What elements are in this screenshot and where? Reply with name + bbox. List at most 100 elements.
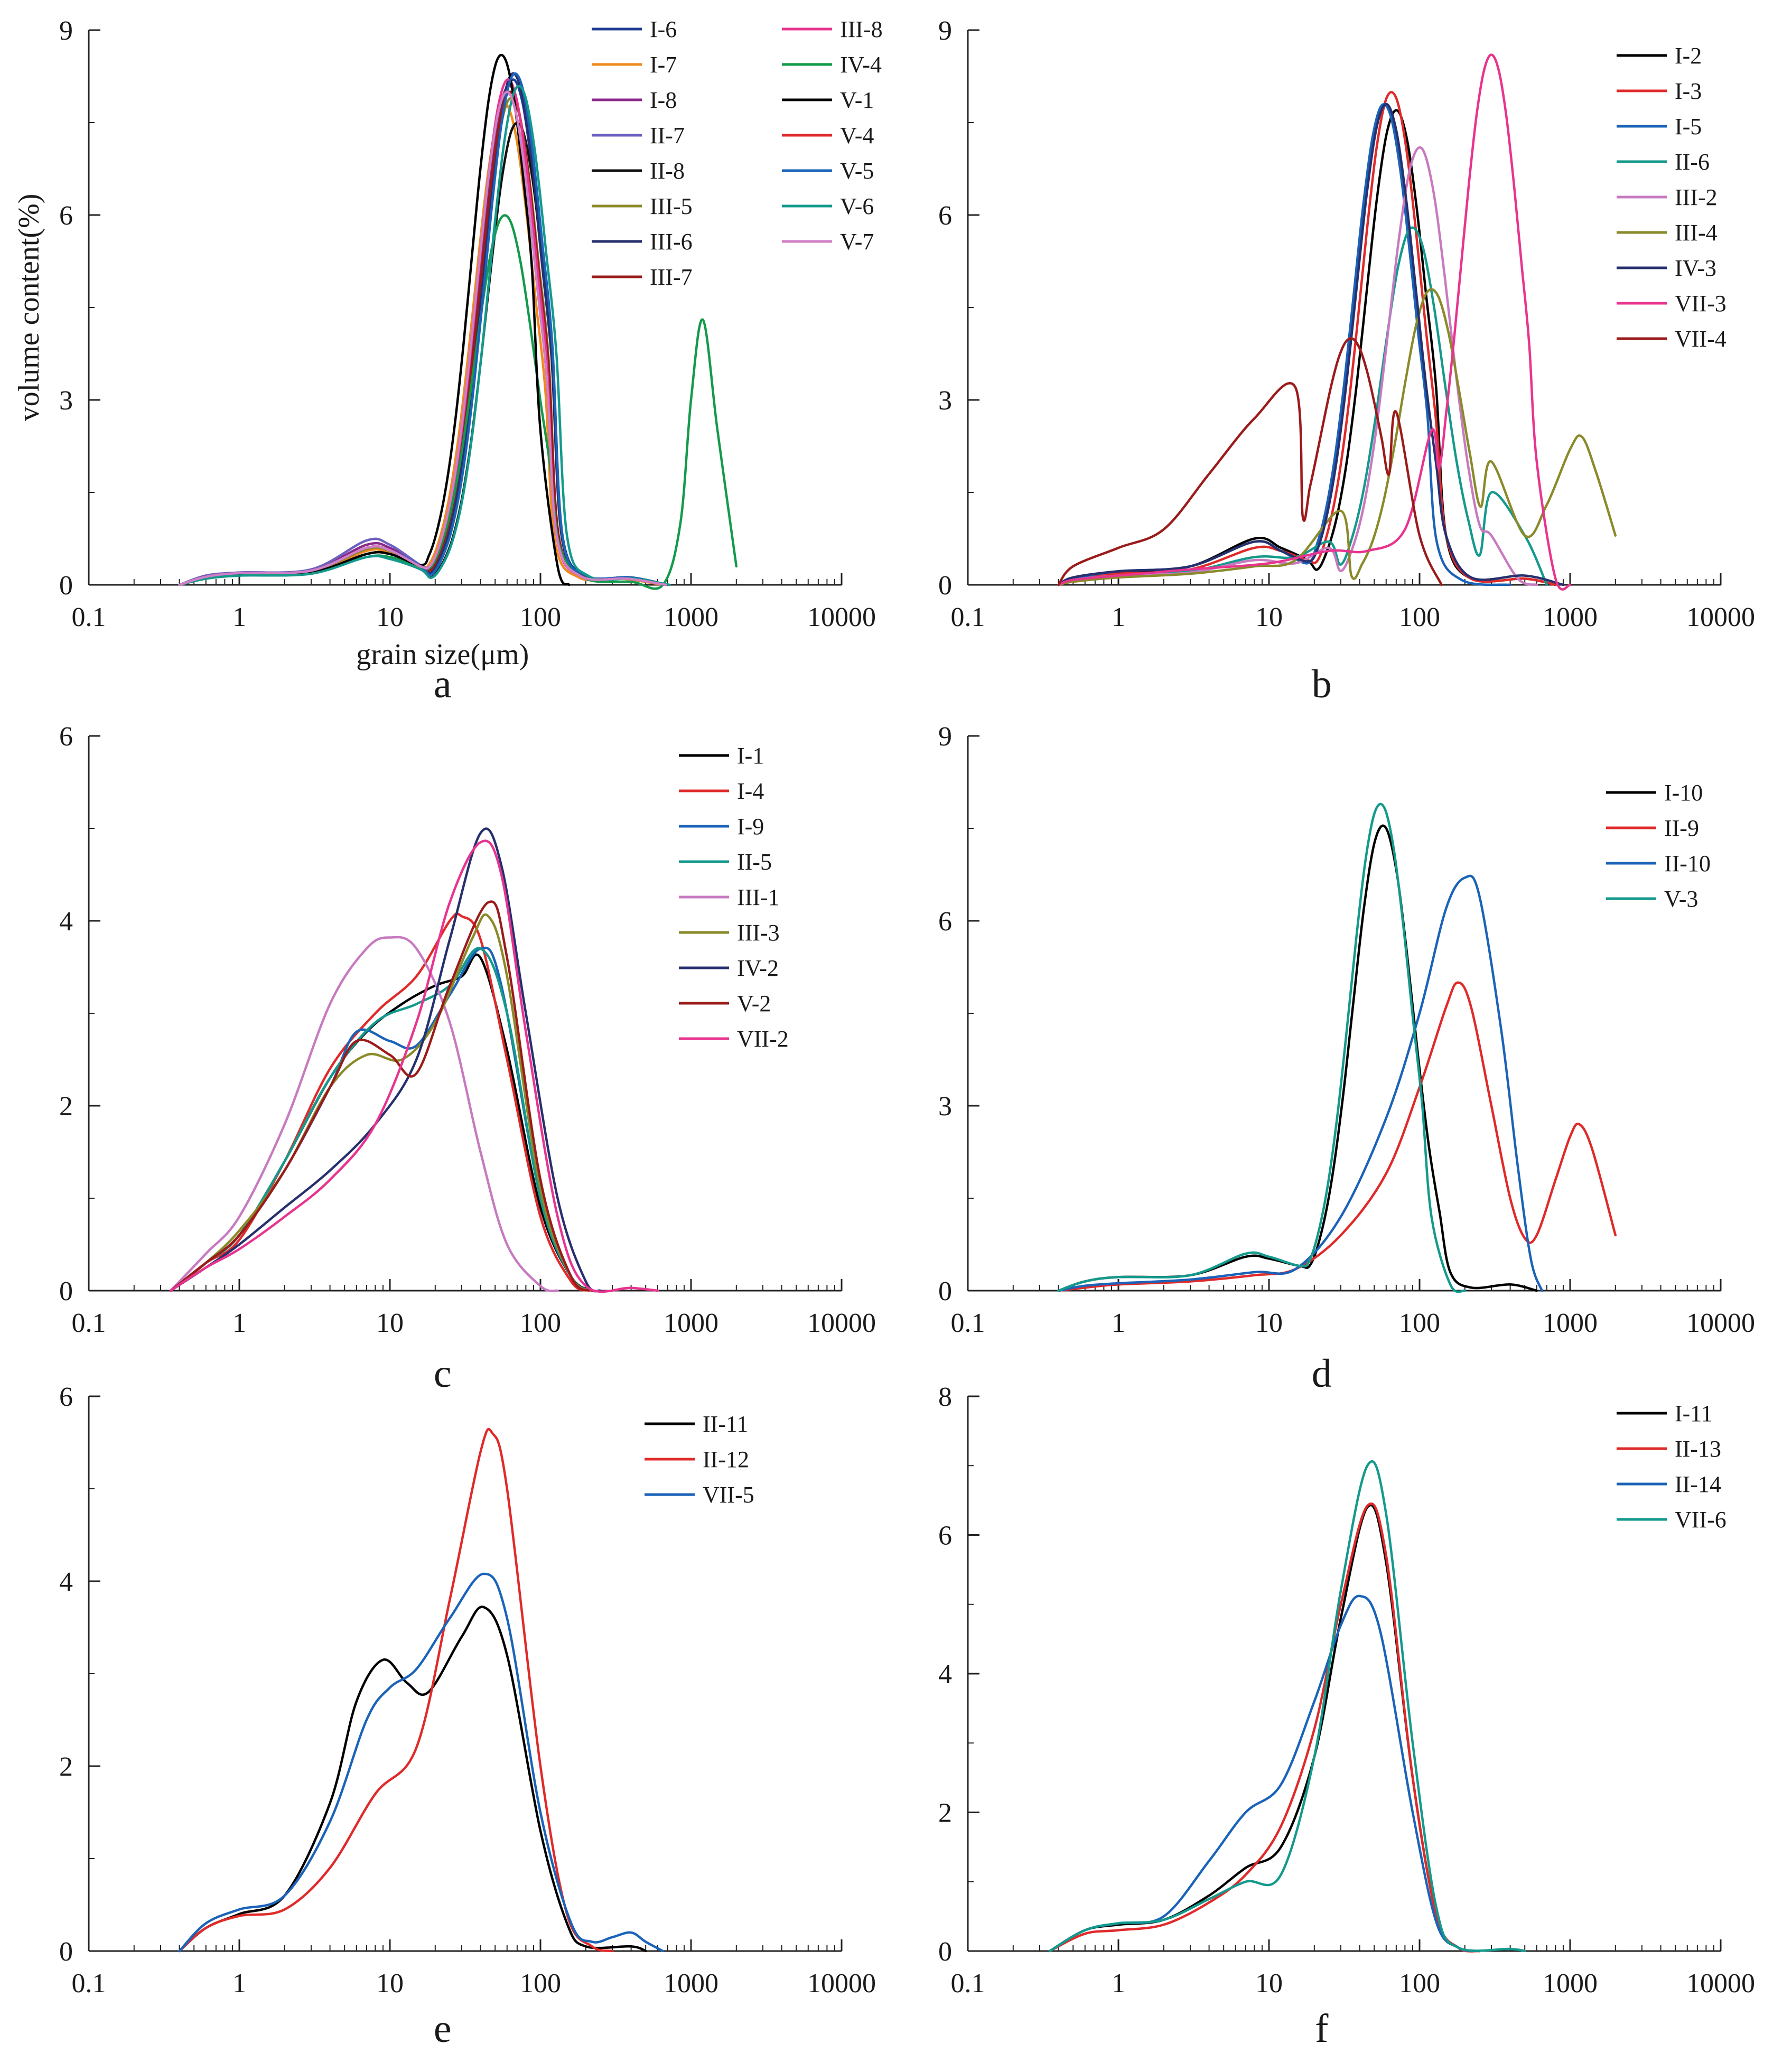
legend-label: V-7 bbox=[840, 229, 874, 255]
series-line-V-7 bbox=[178, 90, 667, 586]
legend-label: III-7 bbox=[650, 264, 693, 290]
x-axis-title: grain size(μm) bbox=[356, 638, 529, 671]
legend-label: II-14 bbox=[1675, 1471, 1721, 1497]
legend-label: III-2 bbox=[1675, 184, 1718, 210]
legend-label: II-11 bbox=[703, 1411, 748, 1437]
series-line-II-14 bbox=[1048, 1594, 1481, 1953]
y-tick-label: 2 bbox=[59, 1752, 73, 1782]
legend-label: VII-3 bbox=[1675, 291, 1726, 316]
series-line-VII-4 bbox=[1057, 337, 1443, 586]
series-line-III-6 bbox=[178, 72, 669, 586]
series-line-I-6 bbox=[178, 78, 669, 586]
legend-label: III-8 bbox=[840, 16, 883, 42]
legend-label: V-2 bbox=[737, 991, 771, 1016]
series-line-II-8 bbox=[178, 122, 669, 586]
series-line-II-6 bbox=[1057, 226, 1548, 586]
series-line-VII-6 bbox=[1048, 1460, 1526, 1953]
chart-panel-f: 0.1 1 10 100 1000 10000 0 2 4 6 8 f I-11 II-13 II-14 VI… bbox=[938, 1382, 1755, 2051]
x-tick-label: 1 bbox=[1112, 1968, 1125, 1999]
series-line-V-1 bbox=[178, 53, 571, 586]
x-tick-label: 10000 bbox=[1686, 1968, 1755, 1999]
x-tick-label: 10 bbox=[376, 1308, 404, 1338]
legend-label: I-9 bbox=[737, 814, 764, 839]
y-tick-label: 0 bbox=[59, 1937, 73, 1967]
y-tick-label: 6 bbox=[938, 201, 952, 231]
y-tick-label: 0 bbox=[938, 571, 952, 601]
y-tick-label: 9 bbox=[938, 16, 952, 46]
legend-label: II-9 bbox=[1664, 815, 1699, 841]
series-line-V-3 bbox=[1057, 802, 1467, 1293]
legend-label: V-1 bbox=[840, 87, 874, 113]
x-tick-label: 10 bbox=[1255, 1968, 1283, 1999]
series-line-II-11 bbox=[178, 1606, 647, 1953]
legend-label: II-6 bbox=[1675, 149, 1710, 175]
legend-label: II-7 bbox=[650, 123, 685, 148]
series-line-I-8 bbox=[178, 84, 667, 586]
y-tick-label: 4 bbox=[59, 907, 73, 937]
series-line-II-12 bbox=[178, 1427, 614, 1953]
legend-label: IV-3 bbox=[1675, 255, 1716, 281]
series-line-I-7 bbox=[178, 103, 664, 586]
x-tick-label: 1000 bbox=[1543, 1968, 1598, 1999]
series-line-II-10 bbox=[1057, 874, 1543, 1292]
panel-letter: e bbox=[434, 2007, 452, 2051]
legend-label: IV-2 bbox=[737, 955, 779, 981]
chart-panel-a: 0.1 1 10 100 1000 10000 0 3 6 9 grain size(μm) volu… bbox=[13, 16, 883, 706]
series-line-V-4 bbox=[178, 90, 667, 586]
series-line-III-4 bbox=[1057, 288, 1617, 586]
series-line-VII-5 bbox=[178, 1572, 664, 1953]
series-line-V-5 bbox=[178, 72, 669, 586]
series-line-III-8 bbox=[178, 78, 667, 586]
y-tick-label: 6 bbox=[938, 907, 952, 937]
legend-label: III-1 bbox=[737, 884, 780, 910]
y-tick-label: 9 bbox=[59, 16, 73, 46]
legend-label: II-13 bbox=[1675, 1436, 1721, 1462]
legend-label: I-1 bbox=[737, 743, 764, 769]
legend-label: II-5 bbox=[737, 849, 772, 875]
x-tick-label: 10000 bbox=[1686, 1308, 1755, 1338]
x-tick-label: 10000 bbox=[807, 1968, 876, 1999]
x-tick-label: 10 bbox=[1255, 1308, 1283, 1338]
legend-label: III-5 bbox=[650, 193, 693, 219]
x-tick-label: 100 bbox=[520, 602, 561, 632]
x-tick-label: 1 bbox=[1112, 1308, 1125, 1338]
y-tick-label: 3 bbox=[938, 1091, 952, 1122]
series-line-IV-4 bbox=[178, 214, 738, 590]
legend-label: III-4 bbox=[1675, 220, 1718, 246]
y-tick-label: 6 bbox=[59, 722, 73, 752]
series-line-IV-2 bbox=[169, 827, 602, 1293]
y-tick-label: 6 bbox=[938, 1521, 952, 1551]
x-tick-label: 100 bbox=[520, 1968, 561, 1999]
legend-label: III-3 bbox=[737, 920, 780, 946]
legend-label: V-5 bbox=[840, 158, 874, 184]
x-tick-label: 1 bbox=[232, 1308, 246, 1338]
legend-label: I-2 bbox=[1675, 43, 1702, 69]
x-tick-label: 0.1 bbox=[72, 1308, 106, 1338]
y-tick-label: 4 bbox=[59, 1567, 73, 1597]
y-tick-label: 0 bbox=[938, 1937, 952, 1967]
legend-label: I-7 bbox=[650, 52, 677, 78]
series-line-II-7 bbox=[178, 90, 667, 586]
series-line-III-7 bbox=[178, 90, 667, 586]
legend-label: I-8 bbox=[650, 87, 677, 113]
y-tick-label: 4 bbox=[938, 1659, 952, 1690]
x-tick-label: 0.1 bbox=[72, 602, 106, 632]
x-tick-label: 1 bbox=[1112, 602, 1125, 632]
legend-label: VII-4 bbox=[1675, 326, 1726, 352]
legend-label: IV-4 bbox=[840, 52, 882, 78]
series-line-III-2 bbox=[1057, 146, 1538, 586]
legend-label: VII-6 bbox=[1675, 1507, 1726, 1533]
x-tick-label: 10000 bbox=[1686, 602, 1755, 632]
panel-letter: a bbox=[434, 662, 452, 706]
y-tick-label: 0 bbox=[59, 1276, 73, 1307]
series-line-V-6 bbox=[178, 85, 671, 586]
panel-letter: d bbox=[1312, 1351, 1332, 1396]
series-line-III-1 bbox=[169, 936, 559, 1292]
x-tick-label: 10 bbox=[1255, 602, 1283, 632]
y-tick-label: 0 bbox=[59, 571, 73, 601]
x-tick-label: 100 bbox=[1399, 1308, 1440, 1338]
x-tick-label: 0.1 bbox=[951, 602, 985, 632]
series-line-I-3 bbox=[1057, 91, 1557, 586]
x-tick-label: 1000 bbox=[664, 1968, 718, 1999]
